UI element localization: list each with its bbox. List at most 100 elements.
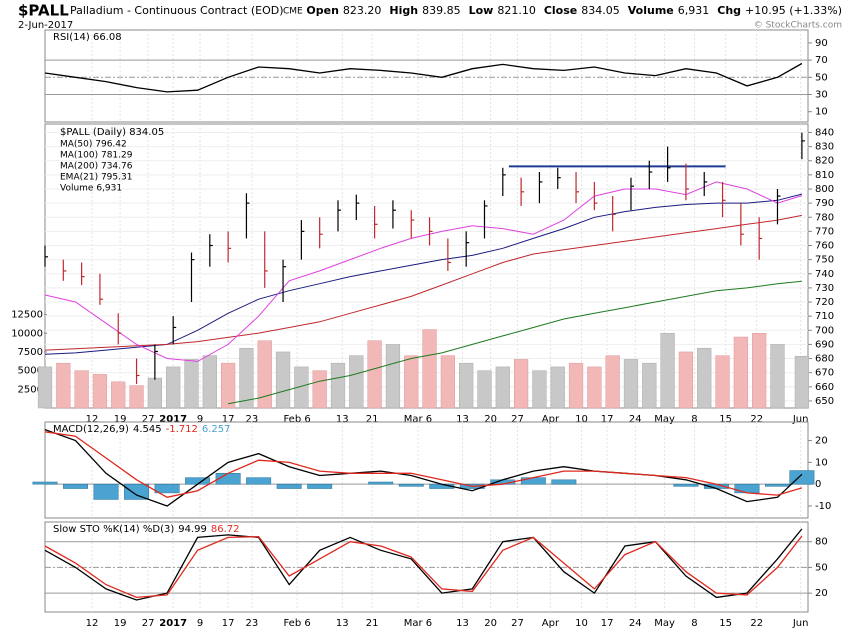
y-tick-label: 730: [815, 283, 834, 294]
y-tick-label: 690: [815, 339, 834, 350]
series-line: [44, 193, 803, 355]
exchange: CME: [283, 7, 303, 17]
x-tick-label: 27: [142, 414, 155, 425]
quote-label: Open: [306, 4, 339, 17]
y-tick-label: 680: [815, 354, 834, 365]
panel-legend: RSI(14) 66.08: [53, 32, 122, 43]
volume-tick-label: 7500: [18, 347, 43, 358]
histogram-bar: [154, 483, 180, 494]
quote-label: Chg: [717, 4, 741, 17]
y-tick-label: 650: [815, 396, 834, 407]
y-tick-label: 30: [815, 89, 828, 100]
legend-entry: MA(100) 781.29: [60, 151, 133, 161]
volume-bar: [202, 355, 217, 409]
y-tick-label: 810: [815, 170, 834, 181]
histogram-bar: [765, 483, 790, 487]
x-tick-label: 21: [366, 414, 379, 425]
x-tick-label: Jun: [792, 414, 809, 425]
volume-bar: [532, 370, 547, 409]
x-tick-label: Apr: [542, 618, 560, 629]
histogram-bar: [368, 481, 394, 485]
volume-bar: [623, 359, 639, 409]
legend-title: Slow STO %K(14) %D(3): [53, 524, 174, 535]
series-line: [228, 280, 802, 405]
x-tick-label: 8: [691, 414, 697, 425]
x-tick-label: 20: [484, 414, 497, 425]
quote-label: Volume: [628, 4, 674, 17]
volume-bar: [92, 374, 108, 409]
volume-bar: [239, 347, 254, 409]
volume-bar: [349, 355, 364, 409]
y-tick-label: 0: [815, 479, 821, 490]
volume-bar: [715, 355, 730, 409]
x-tick-label: May: [654, 618, 675, 629]
y-tick-label: 840: [815, 127, 834, 138]
volume-bar: [550, 366, 565, 409]
volume-bar: [129, 385, 144, 409]
volume-bar: [330, 362, 346, 409]
legend-title: MACD(12,26,9): [53, 424, 129, 435]
legend-entry: MA(200) 734.76: [60, 162, 133, 172]
x-tick-label: 2017: [159, 618, 187, 629]
y-tick-label: 800: [815, 184, 834, 195]
quote-value: +10.95 (+1.33%): [745, 4, 842, 17]
histogram-bar: [734, 483, 760, 494]
x-tick-label: 10: [575, 618, 588, 629]
y-tick-label: 780: [815, 212, 834, 223]
x-tick-label: 17: [601, 618, 614, 629]
x-tick-label: 9: [197, 618, 203, 629]
legend-title: $PALL (Daily) 834.05: [60, 127, 164, 138]
x-tick-label: 12: [86, 618, 99, 629]
series-line: [44, 214, 802, 351]
volume-tick-label: 10000: [11, 328, 43, 339]
quote-label: Low: [469, 4, 494, 17]
histogram-bar: [398, 483, 424, 487]
x-tick-label: 10: [575, 414, 588, 425]
volume-bar: [642, 362, 657, 409]
x-tick-label: Jun: [792, 618, 809, 629]
x-tick-label: Mar 6: [404, 414, 432, 425]
volume-bar: [678, 351, 694, 409]
x-tick-label: 13: [456, 618, 469, 629]
x-tick-label: 17: [601, 414, 614, 425]
volume-bar: [74, 370, 89, 409]
quote-label: High: [389, 4, 418, 17]
date: 2-Jun-2017: [18, 20, 73, 31]
histogram-bar: [307, 483, 333, 489]
volume-bar: [404, 355, 419, 409]
histogram-bar: [63, 483, 88, 489]
volume-bar: [111, 381, 126, 409]
x-tick-label: 8: [691, 618, 697, 629]
x-tick-label: 13: [336, 618, 349, 629]
y-tick-label: 20: [815, 436, 828, 447]
histogram-bar: [276, 483, 302, 489]
x-tick-label: Mar 6: [404, 618, 432, 629]
series-line: [44, 528, 803, 601]
legend-title: RSI(14) 66.08: [53, 32, 122, 43]
x-tick-label: 24: [629, 618, 642, 629]
x-tick-label: 17: [222, 414, 235, 425]
volume-bar: [697, 347, 712, 409]
y-tick-label: 740: [815, 269, 834, 280]
panel-frame: [44, 29, 809, 123]
y-tick-label: -10: [815, 501, 831, 512]
series-line: [44, 62, 803, 93]
x-tick-label: 12: [86, 414, 99, 425]
x-tick-label: 27: [511, 618, 524, 629]
quote: Open 823.20 High 839.85 Low 821.10 Close 834.05…: [306, 4, 842, 17]
histogram-bar: [551, 479, 577, 485]
x-tick-label: 27: [511, 414, 524, 425]
histogram-bar: [124, 483, 150, 500]
volume-bar: [513, 359, 529, 409]
y-tick-label: 660: [815, 382, 834, 393]
volume-bar: [477, 370, 492, 409]
volume-tick-label: 12500: [11, 310, 43, 321]
panel-legend: Slow STO %K(14) %D(3) 94.99 86.72: [53, 524, 240, 535]
series-line: [44, 431, 803, 498]
series-line: [44, 535, 803, 599]
volume-bar: [752, 333, 767, 409]
x-tick-label: 27: [142, 618, 155, 629]
x-tick-label: 22: [750, 618, 763, 629]
x-tick-label: 17: [222, 618, 235, 629]
